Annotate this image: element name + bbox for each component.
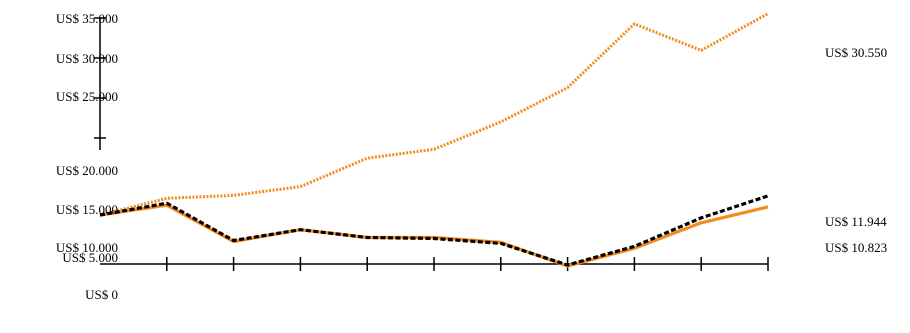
series-layer xyxy=(99,12,769,268)
y-tick-label: US$ 10.000 xyxy=(56,240,118,255)
y-tick-label: US$ 25.000 xyxy=(56,89,118,104)
y-tick-label: US$ 0 xyxy=(85,287,118,302)
series-end-label: US$ 10.823 xyxy=(825,240,887,255)
y-tick-label: US$ 5.000 xyxy=(62,250,118,265)
series-end-label: US$ 30.550 xyxy=(825,45,887,60)
series-line-3 xyxy=(99,203,769,268)
series-line-1 xyxy=(99,12,769,217)
y-tick-label: US$ 30.000 xyxy=(56,51,118,66)
y-tick-label: US$ 20.000 xyxy=(56,163,118,178)
series-line-2 xyxy=(99,194,769,267)
series-end-label: US$ 11.944 xyxy=(825,214,887,229)
y-tick-label: US$ 35.000 xyxy=(56,11,118,26)
axes xyxy=(94,17,769,271)
y-tick-label: US$ 15.000 xyxy=(56,202,118,217)
